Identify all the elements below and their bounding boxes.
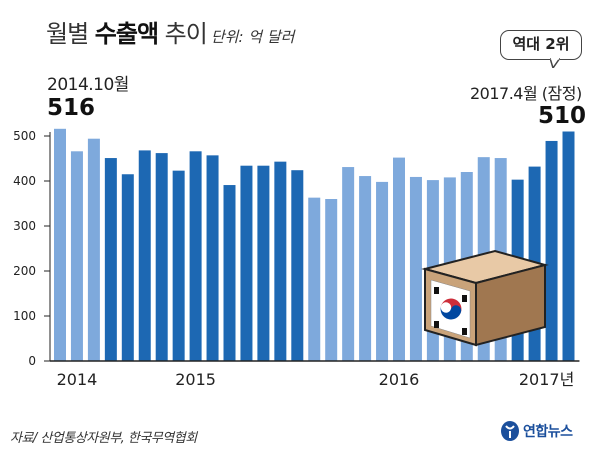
latest-date-label: 2017.4월 (잠정) [470,84,582,103]
bar [155,153,168,361]
bar [189,151,202,361]
box-side [475,263,546,347]
peak-date-label: 2014.10월 [47,75,129,95]
yonhap-logo: 연합뉴스 [500,418,573,444]
trigram [434,287,439,294]
bar [342,167,355,361]
bar [409,176,422,361]
trigram [462,328,467,335]
y-tick-label: 400 [13,174,36,188]
source-note: 자료/ 산업통상자원부, 한국무역협회 [10,431,197,446]
taeguk-blue [440,305,462,320]
bar [121,174,134,361]
bar [172,170,185,361]
x-year-label: 2014 [57,370,98,389]
title-part-1: 월별 [46,20,95,48]
bar [138,150,151,361]
trigram [462,295,467,302]
cargo-box-icon [421,249,549,347]
title-part-2: 추이 [158,20,208,48]
flag-field [430,279,471,339]
bar [274,161,287,361]
logo-text: 연합뉴스 [523,424,573,440]
bar [257,165,270,361]
y-tick-label: 300 [13,219,36,233]
bar [562,131,575,361]
bar [87,138,100,361]
latest-value-label: 510 [538,103,587,129]
x-year-label: 2015 [175,370,216,389]
bar [104,158,117,361]
peak-value-label: 516 [47,95,96,121]
yonhap-logo-icon [501,421,519,441]
bar [308,197,321,361]
bar [376,181,389,361]
y-tick-label: 100 [13,309,36,323]
title-bold: 수출액 [94,20,159,48]
bar [206,155,219,361]
bar [54,128,66,361]
bar [223,185,236,361]
bar [325,199,338,361]
x-year-label: 2017년 [519,370,574,389]
unit-label: 단위: 억 달러 [210,28,295,46]
bar [70,151,83,361]
chart-title: 월별 수출액 추이 단위: 억 달러 [46,14,294,49]
badge-tail-icon [550,58,560,68]
y-tick-label: 0 [28,354,36,368]
y-tick-label: 200 [13,264,36,278]
y-tick-label: 500 [13,129,36,143]
bar [545,140,558,361]
bar [393,157,405,361]
record-badge: 역대 2위 [500,30,582,60]
bar [359,176,372,361]
bar [240,165,253,361]
trigram [434,321,439,328]
x-year-label: 2016 [379,370,420,389]
bar [291,170,304,361]
